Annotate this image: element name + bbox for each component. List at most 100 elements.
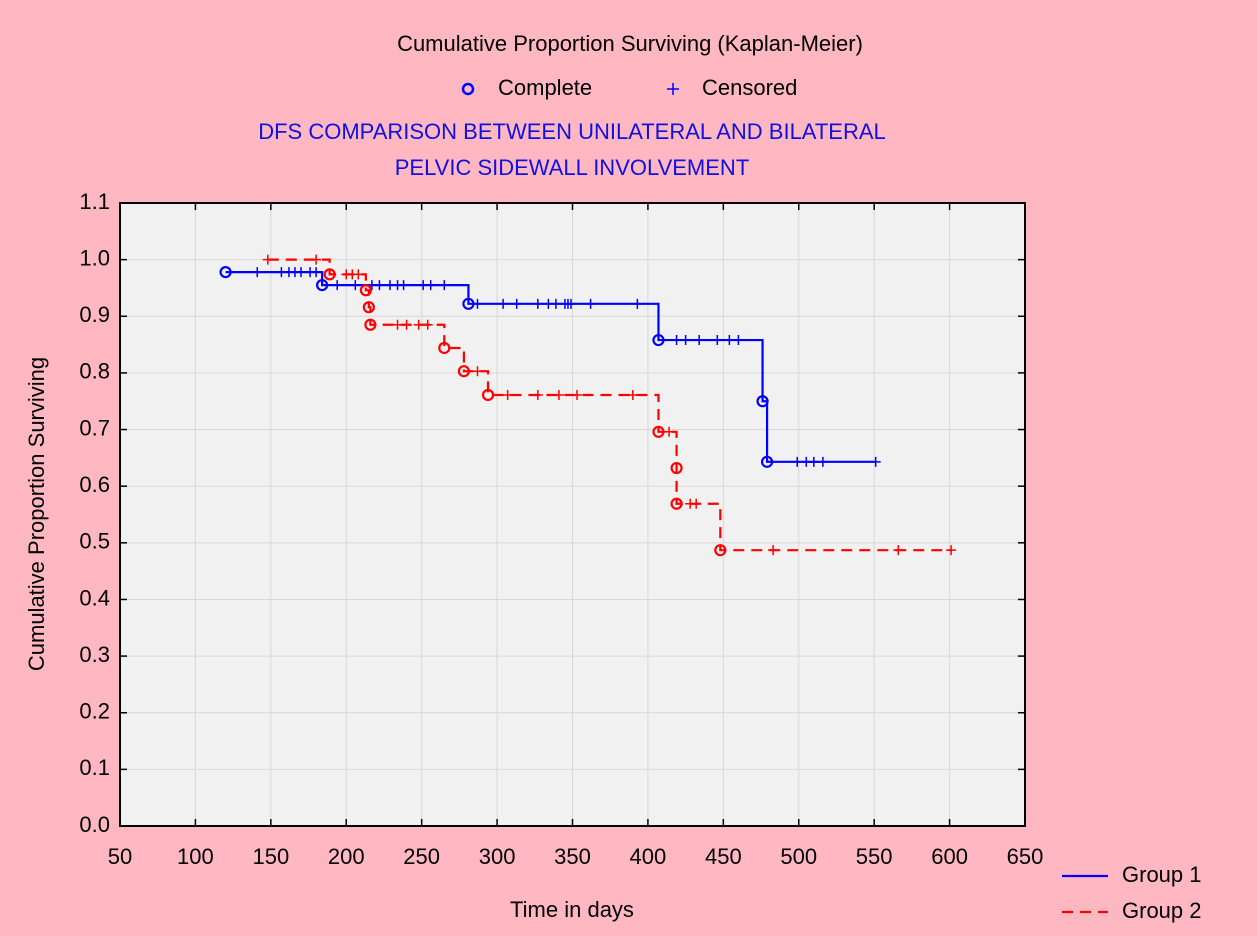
censored-marker — [425, 280, 436, 291]
survival-curve — [225, 270, 876, 463]
x-tick-label: 250 — [403, 844, 440, 869]
x-tick-label: 450 — [705, 844, 742, 869]
censored-marker — [401, 319, 412, 330]
legend-censored-marker — [667, 83, 679, 95]
censored-marker — [311, 254, 322, 265]
censored-marker — [502, 389, 513, 400]
legend-censored-label: Censored — [702, 75, 797, 100]
censored-marker — [632, 298, 643, 309]
complete-marker — [359, 284, 372, 297]
censored-marker — [627, 389, 638, 400]
censored-marker — [553, 389, 564, 400]
complete-marker — [652, 333, 665, 347]
censored-marker — [565, 298, 576, 309]
legend-complete-label: Complete — [498, 75, 592, 100]
censored-marker — [472, 366, 483, 377]
subtitle-line: DFS COMPARISON BETWEEN UNILATERAL AND BI… — [258, 119, 886, 144]
complete-marker — [316, 279, 329, 292]
censored-marker — [252, 267, 263, 278]
censored-marker — [572, 389, 583, 400]
complete-marker — [714, 544, 727, 557]
y-tick-label: 0.9 — [79, 302, 110, 327]
complete-marker — [323, 268, 336, 281]
complete-marker — [760, 455, 774, 468]
censored-marker — [439, 280, 450, 291]
survival-curve — [267, 258, 952, 552]
complete-marker — [219, 265, 232, 279]
censored-marker — [332, 280, 343, 291]
complete-marker — [670, 497, 683, 510]
complete-marker — [362, 301, 375, 314]
y-tick-label: 1.1 — [79, 189, 110, 214]
censored-marker — [870, 456, 881, 467]
censored-marker — [768, 545, 779, 556]
y-tick-label: 0.4 — [79, 585, 110, 610]
censored-marker — [817, 456, 828, 467]
censored-marker — [413, 319, 424, 330]
y-tick-label: 0.6 — [79, 472, 110, 497]
censored-marker — [472, 298, 483, 309]
censored-marker — [792, 456, 803, 467]
censored-marker — [946, 545, 957, 556]
censored-marker — [353, 269, 364, 280]
complete-marker — [481, 388, 495, 402]
x-tick-label: 100 — [177, 844, 214, 869]
x-tick-label: 300 — [479, 844, 516, 869]
chart-title: Cumulative Proportion Surviving (Kaplan-… — [397, 31, 863, 56]
legend-label: Group 1 — [1122, 862, 1202, 887]
censored-marker — [893, 545, 904, 556]
censored-marker — [532, 389, 543, 400]
censored-marker — [374, 280, 385, 291]
censored-marker — [392, 319, 403, 330]
complete-marker — [756, 395, 769, 408]
plot-frame — [119, 202, 1026, 827]
x-tick-label: 50 — [108, 844, 132, 869]
y-tick-label: 0.8 — [79, 359, 110, 384]
complete-marker — [438, 341, 451, 355]
x-tick-label: 500 — [780, 844, 817, 869]
censored-marker — [398, 280, 409, 291]
censored-marker — [532, 298, 543, 309]
censored-marker — [311, 267, 322, 278]
censored-marker — [262, 254, 273, 265]
x-tick-label: 150 — [252, 844, 289, 869]
complete-marker — [364, 318, 377, 331]
y-tick-label: 0.1 — [79, 755, 110, 780]
censored-marker — [550, 298, 561, 309]
y-tick-label: 0.3 — [79, 642, 110, 667]
censored-marker — [694, 335, 705, 346]
censored-marker — [296, 267, 306, 278]
x-tick-label: 650 — [1007, 844, 1044, 869]
complete-marker — [670, 461, 683, 475]
censored-marker — [664, 426, 675, 437]
x-tick-label: 350 — [554, 844, 591, 869]
censored-marker — [808, 456, 819, 467]
censored-marker — [724, 335, 735, 346]
censored-marker — [733, 335, 744, 346]
complete-marker — [652, 425, 665, 438]
x-tick-label: 400 — [630, 844, 667, 869]
censored-marker — [671, 335, 682, 346]
censored-marker — [691, 498, 702, 509]
x-tick-label: 200 — [328, 844, 365, 869]
censored-marker — [585, 298, 596, 309]
y-tick-label: 1.0 — [79, 245, 110, 270]
censored-marker — [680, 335, 691, 346]
y-tick-label: 0.5 — [79, 529, 110, 554]
censored-marker — [712, 335, 723, 346]
censored-marker — [422, 319, 433, 330]
x-tick-label: 550 — [856, 844, 893, 869]
y-axis-label: Cumulative Proportion Surviving — [24, 357, 49, 671]
legend-label: Group 2 — [1122, 898, 1202, 923]
subtitle-line: PELVIC SIDEWALL INVOLVEMENT — [395, 155, 750, 180]
y-tick-label: 0.7 — [79, 415, 110, 440]
y-tick-label: 0.2 — [79, 699, 110, 724]
x-tick-label: 600 — [931, 844, 968, 869]
complete-marker — [457, 365, 470, 378]
x-axis-label: Time in days — [510, 897, 634, 922]
censored-marker — [498, 298, 509, 309]
legend-complete-marker — [461, 82, 475, 96]
censored-marker — [350, 280, 361, 291]
